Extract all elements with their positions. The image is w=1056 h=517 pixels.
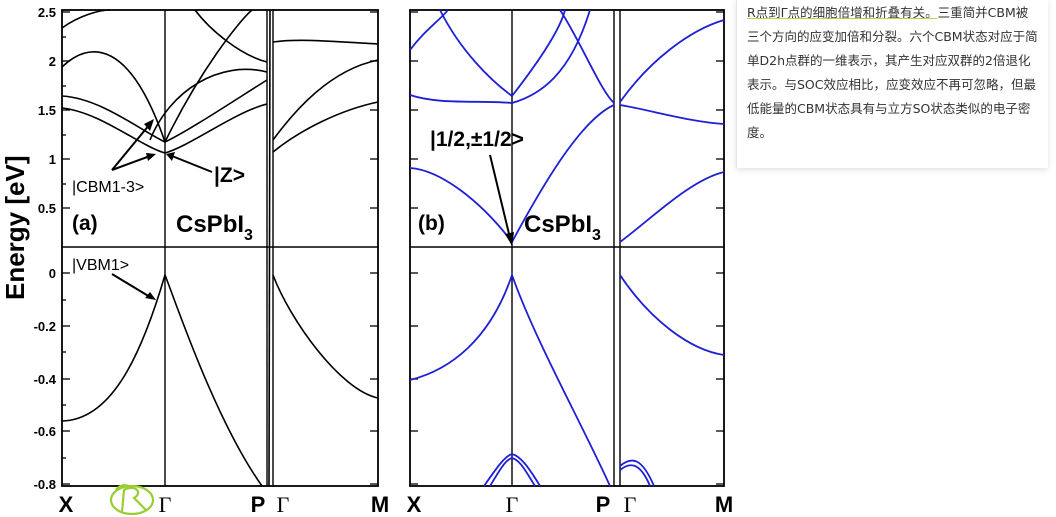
panel-a-arrowheads — [144, 119, 175, 300]
ytick-1: 1 — [49, 152, 56, 167]
band-a-vb — [61, 272, 263, 487]
band-a-right-cb — [272, 101, 379, 153]
band-b-right-cb — [619, 104, 725, 125]
panel-b-frame — [409, 9, 725, 487]
panel-b-arrows — [489, 154, 511, 239]
band-b-right-cb2 — [619, 19, 725, 103]
panel-b-material-sub: 3 — [592, 227, 601, 244]
xtick-b-x: X — [407, 492, 422, 517]
y-axis-label: Energy [eV] — [0, 156, 30, 301]
xtick-a-gamma: Γ — [159, 492, 172, 517]
panel-a — [61, 9, 379, 487]
ytick-m0.8: -0.8 — [34, 477, 56, 492]
band-a-right-cb2 — [272, 59, 379, 141]
band-a-cb-lower — [61, 103, 268, 154]
xtick-b-gamma2: Γ — [624, 492, 637, 517]
band-a-cb-top2 — [194, 9, 268, 63]
band-b-vb — [409, 272, 611, 487]
annotation-vbm: |VBM1> — [72, 257, 129, 274]
ytick-0.5: 0.5 — [38, 201, 56, 216]
panel-b-label: (b) — [418, 212, 445, 235]
ytick-m0.6: -0.6 — [34, 424, 56, 439]
ytick-m0.2: -0.2 — [34, 319, 56, 334]
ytick-2.5: 2.5 — [38, 5, 56, 20]
band-b-cb-upper-right — [511, 9, 566, 97]
annotation-note-panel: R点到Γ点的细胞倍增和折叠有关。三重简并CBM被三个方向的应变加倍和分裂。六个C… — [736, 0, 1048, 168]
band-b-cb-mid-right — [511, 9, 591, 104]
panel-b — [409, 9, 725, 487]
xtick-b-m: M — [715, 492, 733, 517]
note-text: R点到Γ点的细胞倍增和折叠有关。三重简并CBM被三个方向的应变加倍和分裂。六个C… — [747, 1, 1040, 145]
note-body: 三重简并CBM被三个方向的应变加倍和分裂。六个CBM状态对应于简单D2h点群的一… — [747, 5, 1038, 140]
xtick-a-x: X — [59, 492, 74, 517]
band-b-cb-top-left2 — [439, 9, 513, 97]
handwritten-r-mark — [109, 484, 155, 516]
band-b-right-cb3 — [619, 171, 725, 243]
xtick-a-gamma2: Γ — [277, 492, 290, 517]
band-b-right-vb — [619, 274, 725, 356]
band-a-right-cb3 — [272, 39, 379, 45]
band-a-cb-steep-right — [164, 9, 253, 143]
band-b-vb-deep — [489, 457, 536, 487]
panel-a-material-sub: 3 — [244, 227, 253, 244]
band-b-cb-mid-left — [409, 94, 513, 104]
annotation-half: |1/2,±1/2> — [430, 128, 524, 151]
band-structure-figure: Energy [eV] 2.5 2 1.5 1 0.5 0 -0.2 -0.4 … — [0, 5, 733, 517]
xtick-a-p: P — [251, 492, 266, 517]
panel-a-arrows — [111, 123, 213, 298]
ytick-1.5: 1.5 — [38, 103, 56, 118]
band-a-cb-top — [61, 9, 111, 29]
panel-a-label: (a) — [72, 212, 98, 235]
panel-a-frame — [61, 9, 379, 487]
ytick-0: 0 — [49, 266, 56, 281]
band-a-cb-steep — [61, 51, 166, 143]
panel-b-arrowheads — [505, 232, 514, 246]
band-a-cb-mid — [149, 68, 268, 141]
xtick-b-p: P — [596, 492, 611, 517]
xtick-a-m: M — [371, 492, 389, 517]
panel-b-material: CsPbI3 — [524, 211, 601, 244]
annotation-z: |Z> — [214, 164, 245, 187]
ytick-2: 2 — [49, 54, 56, 69]
panel-b-yticks — [410, 11, 724, 485]
band-b-right-vb-deep2 — [619, 459, 655, 487]
annotation-cbm: |CBM1-3> — [72, 179, 144, 196]
panel-a-bands — [61, 9, 379, 487]
band-b-cb-p-left — [559, 9, 615, 104]
band-a-right-vb2 — [268, 9, 271, 487]
ytick-m0.4: -0.4 — [34, 372, 57, 387]
xtick-b-gamma: Γ — [506, 492, 519, 517]
band-b-cb-top-left — [409, 9, 449, 51]
note-highlight: R点到Γ点的细胞倍增和折叠有关。 — [747, 5, 938, 20]
band-b-vb-deep2 — [483, 453, 541, 487]
band-b-right-vb-deep — [619, 464, 651, 487]
band-a-right-vb — [272, 274, 379, 399]
panel-a-material: CsPbI3 — [176, 211, 253, 244]
panel-b-bands — [409, 9, 725, 487]
